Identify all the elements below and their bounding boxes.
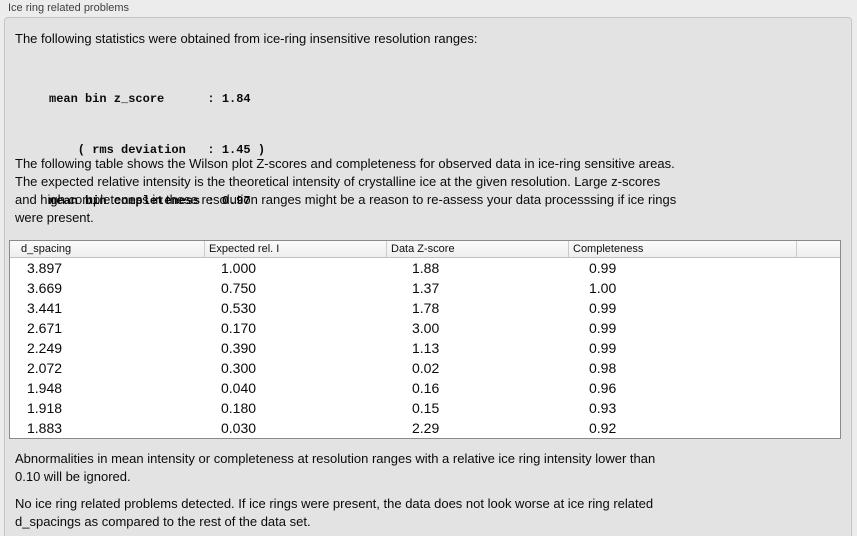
cell-data-z-score: 0.16 [412, 380, 440, 396]
table-row[interactable]: 2.671 0.170 3.00 0.99 [10, 318, 840, 338]
cell-d-spacing: 3.669 [27, 280, 63, 296]
stat-line-mean-completeness: mean bin completeness : 0.97 [49, 194, 251, 208]
cell-data-z-score: 1.37 [412, 280, 440, 296]
cell-completeness: 0.96 [589, 380, 617, 396]
cell-empty [797, 258, 840, 278]
panel-title: Ice ring related problems [8, 2, 130, 14]
cell-completeness: 0.99 [589, 300, 617, 316]
table-row[interactable]: 1.918 0.180 0.15 0.93 [10, 398, 840, 418]
cell-d-spacing: 2.671 [27, 320, 63, 336]
table-row[interactable]: 1.948 0.040 0.16 0.96 [10, 378, 840, 398]
cell-completeness: 0.99 [589, 340, 617, 356]
cell-data-z-score: 1.88 [412, 260, 440, 276]
cell-expected-rel-i: 1.000 [221, 260, 257, 276]
cell-d-spacing: 1.948 [27, 380, 63, 396]
cell-empty [797, 358, 840, 378]
cell-completeness: 0.99 [589, 260, 617, 276]
cell-data-z-score: 0.02 [412, 360, 440, 376]
table-row[interactable]: 3.669 0.750 1.37 1.00 [10, 278, 840, 298]
column-header-data-z-score[interactable]: Data Z-score [387, 241, 569, 257]
table-row[interactable]: 2.249 0.390 1.13 0.99 [10, 338, 840, 358]
cell-completeness: 0.99 [589, 320, 617, 336]
ignore-threshold-note: Abnormalities in mean intensity or compl… [15, 451, 656, 484]
cell-data-z-score: 2.29 [412, 420, 440, 436]
cell-expected-rel-i: 0.530 [221, 300, 257, 316]
cell-expected-rel-i: 0.170 [221, 320, 257, 336]
cell-expected-rel-i: 0.750 [221, 280, 257, 296]
intro-text: The following statistics were obtained f… [15, 31, 478, 46]
cell-expected-rel-i: 0.040 [221, 380, 257, 396]
cell-completeness: 0.98 [589, 360, 617, 376]
cell-expected-rel-i: 0.300 [221, 360, 257, 376]
column-header-completeness[interactable]: Completeness [569, 241, 797, 257]
cell-completeness: 1.00 [589, 280, 617, 296]
cell-empty [797, 318, 840, 338]
cell-d-spacing: 3.441 [27, 300, 63, 316]
stat-line-mean-z-score: mean bin z_score : 1.84 [49, 92, 251, 106]
cell-d-spacing: 3.897 [27, 260, 63, 276]
cell-empty [797, 338, 840, 358]
cell-empty [797, 298, 840, 318]
cell-d-spacing: 1.918 [27, 400, 63, 416]
cell-empty [797, 398, 840, 418]
column-header-expected-rel-i[interactable]: Expected rel. I [205, 241, 387, 257]
table-header-row: d_spacing Expected rel. I Data Z-score C… [10, 241, 840, 258]
cell-completeness: 0.93 [589, 400, 617, 416]
cell-d-spacing: 1.883 [27, 420, 63, 436]
table-row[interactable]: 3.441 0.530 1.78 0.99 [10, 298, 840, 318]
table-row[interactable]: 1.883 0.030 2.29 0.92 [10, 418, 840, 438]
cell-d-spacing: 2.249 [27, 340, 63, 356]
table-body: 3.897 1.000 1.88 0.99 3.669 0.750 1.37 1… [10, 258, 840, 438]
cell-data-z-score: 3.00 [412, 320, 440, 336]
cell-expected-rel-i: 0.390 [221, 340, 257, 356]
ice-ring-table: d_spacing Expected rel. I Data Z-score C… [9, 240, 841, 439]
cell-empty [797, 278, 840, 298]
table-row[interactable]: 2.072 0.300 0.02 0.98 [10, 358, 840, 378]
cell-data-z-score: 1.13 [412, 340, 440, 356]
cell-data-z-score: 0.15 [412, 400, 440, 416]
cell-expected-rel-i: 0.180 [221, 400, 257, 416]
conclusion-text: No ice ring related problems detected. I… [15, 496, 654, 529]
stat-line-z-score-rms: ( rms deviation : 1.45 ) [49, 143, 266, 157]
cell-completeness: 0.92 [589, 420, 617, 436]
column-header-empty [797, 241, 840, 257]
cell-empty [797, 378, 840, 398]
ice-ring-groupbox: The following statistics were obtained f… [4, 17, 852, 536]
cell-empty [797, 418, 840, 438]
column-header-d-spacing[interactable]: d_spacing [10, 241, 205, 257]
cell-data-z-score: 1.78 [412, 300, 440, 316]
cell-expected-rel-i: 0.030 [221, 420, 257, 436]
table-row[interactable]: 3.897 1.000 1.88 0.99 [10, 258, 840, 278]
cell-d-spacing: 2.072 [27, 360, 63, 376]
description-text: The following table shows the Wilson plo… [15, 156, 677, 225]
